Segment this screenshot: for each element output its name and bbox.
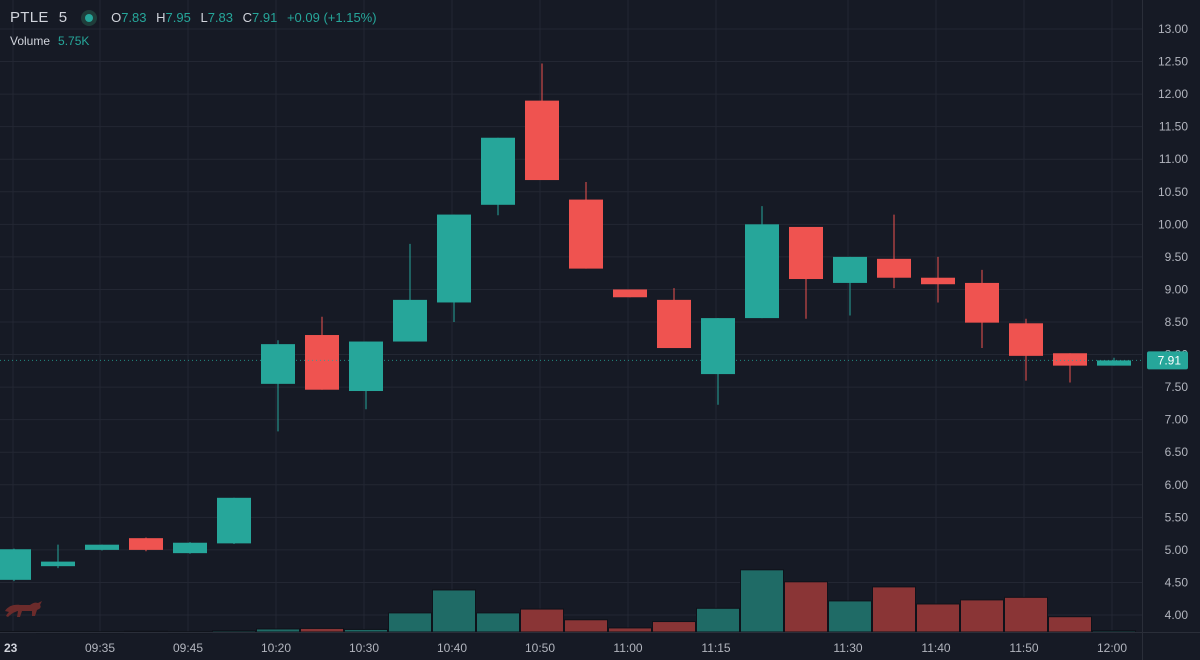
price-tick-label: 5.50: [1165, 510, 1189, 524]
volume-legend[interactable]: Volume 5.75K: [10, 34, 89, 48]
time-tick-label: 11:15: [701, 641, 730, 655]
volume-bar[interactable]: [608, 627, 652, 633]
price-tick-label: 10.00: [1158, 217, 1188, 231]
price-tick-label: 4.00: [1165, 608, 1189, 622]
price-tick-label: 4.50: [1165, 575, 1189, 589]
market-status-icon: [81, 9, 98, 26]
candle-body[interactable]: [789, 226, 823, 280]
candle-body[interactable]: [877, 258, 911, 278]
price-tick-label: 9.50: [1165, 250, 1189, 264]
price-tick-label: 6.50: [1165, 445, 1189, 459]
volume-bar[interactable]: [212, 630, 256, 633]
price-tick-label: 11.50: [1159, 120, 1188, 134]
volume-bar[interactable]: [740, 569, 784, 633]
volume-bar[interactable]: [652, 621, 696, 633]
price-tick-label: 7.00: [1165, 413, 1189, 427]
time-tick-label: 09:45: [173, 641, 203, 655]
close-label: C: [242, 10, 253, 25]
time-tick-label: 11:00: [613, 641, 642, 655]
volume-bar[interactable]: [432, 589, 476, 633]
time-tick-label: 10:40: [437, 641, 467, 655]
time-tick-label: 23: [4, 641, 18, 655]
volume-bar[interactable]: [300, 627, 344, 633]
candle-body[interactable]: [0, 549, 31, 580]
candle-body[interactable]: [305, 335, 339, 390]
volume-bar[interactable]: [1004, 596, 1048, 633]
ohlc-values: O7.83 H7.95 L7.83 C7.91 +0.09 (+1.15%): [111, 10, 377, 25]
time-tick-label: 11:50: [1009, 641, 1038, 655]
candle-body[interactable]: [1053, 353, 1087, 366]
symbol-name[interactable]: PTLE: [10, 9, 49, 26]
time-tick-label: 10:20: [261, 641, 291, 655]
last-price-label: 7.91: [1158, 353, 1182, 367]
volume-bar[interactable]: [1092, 630, 1136, 633]
time-tick-label: 12:00: [1097, 641, 1127, 655]
candle-body[interactable]: [1097, 360, 1131, 366]
time-tick-label: 10:30: [349, 641, 379, 655]
candle-body[interactable]: [965, 282, 999, 323]
price-tick-label: 7.50: [1165, 380, 1189, 394]
price-tick-label: 9.00: [1165, 282, 1189, 296]
time-tick-label: 10:50: [525, 641, 555, 655]
candle-body[interactable]: [525, 100, 559, 181]
price-tick-label: 11.00: [1159, 152, 1188, 166]
time-tick-label: 11:30: [833, 641, 862, 655]
volume-bar[interactable]: [1048, 616, 1092, 633]
volume-bar[interactable]: [476, 612, 520, 633]
price-tick-label: 12.00: [1158, 87, 1188, 101]
candle-body[interactable]: [41, 561, 75, 567]
candle-body[interactable]: [833, 256, 867, 283]
low-value: 7.83: [207, 10, 233, 25]
candle-body[interactable]: [261, 344, 295, 384]
volume-bar[interactable]: [696, 607, 740, 633]
candle-body[interactable]: [481, 137, 515, 205]
volume-bar[interactable]: [784, 581, 828, 633]
candle-body[interactable]: [85, 544, 119, 550]
price-tick-label: 13.00: [1158, 22, 1188, 36]
candle-body[interactable]: [1009, 323, 1043, 356]
bull-logo-icon: [5, 601, 42, 617]
candle-body[interactable]: [349, 341, 383, 392]
volume-bar[interactable]: [344, 628, 388, 633]
candle-body[interactable]: [173, 542, 207, 554]
price-tick-label: 8.50: [1165, 315, 1189, 329]
volume-bar[interactable]: [256, 628, 300, 633]
high-value: 7.95: [165, 10, 191, 25]
volume-bar[interactable]: [960, 599, 1004, 633]
volume-bar[interactable]: [520, 608, 564, 633]
candle-body[interactable]: [129, 538, 163, 550]
volume-bar[interactable]: [828, 600, 872, 633]
low-label: L: [200, 10, 208, 25]
open-value: 7.83: [121, 10, 147, 25]
time-tick-label: 09:35: [85, 641, 115, 655]
candle-body[interactable]: [921, 277, 955, 285]
last-price-badge: [1147, 351, 1188, 370]
price-tick-label: 10.50: [1158, 185, 1188, 199]
candle-body[interactable]: [701, 318, 735, 375]
candle-body[interactable]: [393, 299, 427, 342]
candle-body[interactable]: [217, 497, 251, 544]
candle-body[interactable]: [613, 289, 647, 298]
price-tick-label: 6.00: [1165, 478, 1189, 492]
candle-body[interactable]: [745, 224, 779, 319]
timeframe[interactable]: 5: [58, 9, 68, 26]
close-value: 7.91: [252, 10, 278, 25]
candle-body[interactable]: [657, 299, 691, 349]
symbol-legend: PTLE 5 O7.83 H7.95 L7.83 C7.91 +0.09 (+1…: [10, 9, 377, 26]
volume-bar[interactable]: [916, 603, 960, 633]
time-tick-label: 11:40: [921, 641, 950, 655]
volume-label: Volume: [10, 34, 51, 48]
volume-bar[interactable]: [388, 612, 432, 633]
volume-value: 5.75K: [58, 34, 90, 48]
volume-bar[interactable]: [564, 619, 608, 633]
candle-body[interactable]: [437, 214, 471, 303]
price-tick-label: 12.50: [1158, 55, 1188, 69]
candle-body[interactable]: [569, 199, 603, 269]
price-tick-label: 5.00: [1165, 543, 1189, 557]
volume-bar[interactable]: [872, 586, 916, 633]
open-label: O: [111, 10, 122, 25]
high-label: H: [156, 10, 166, 25]
change-value: +0.09 (+1.15%): [286, 10, 377, 25]
